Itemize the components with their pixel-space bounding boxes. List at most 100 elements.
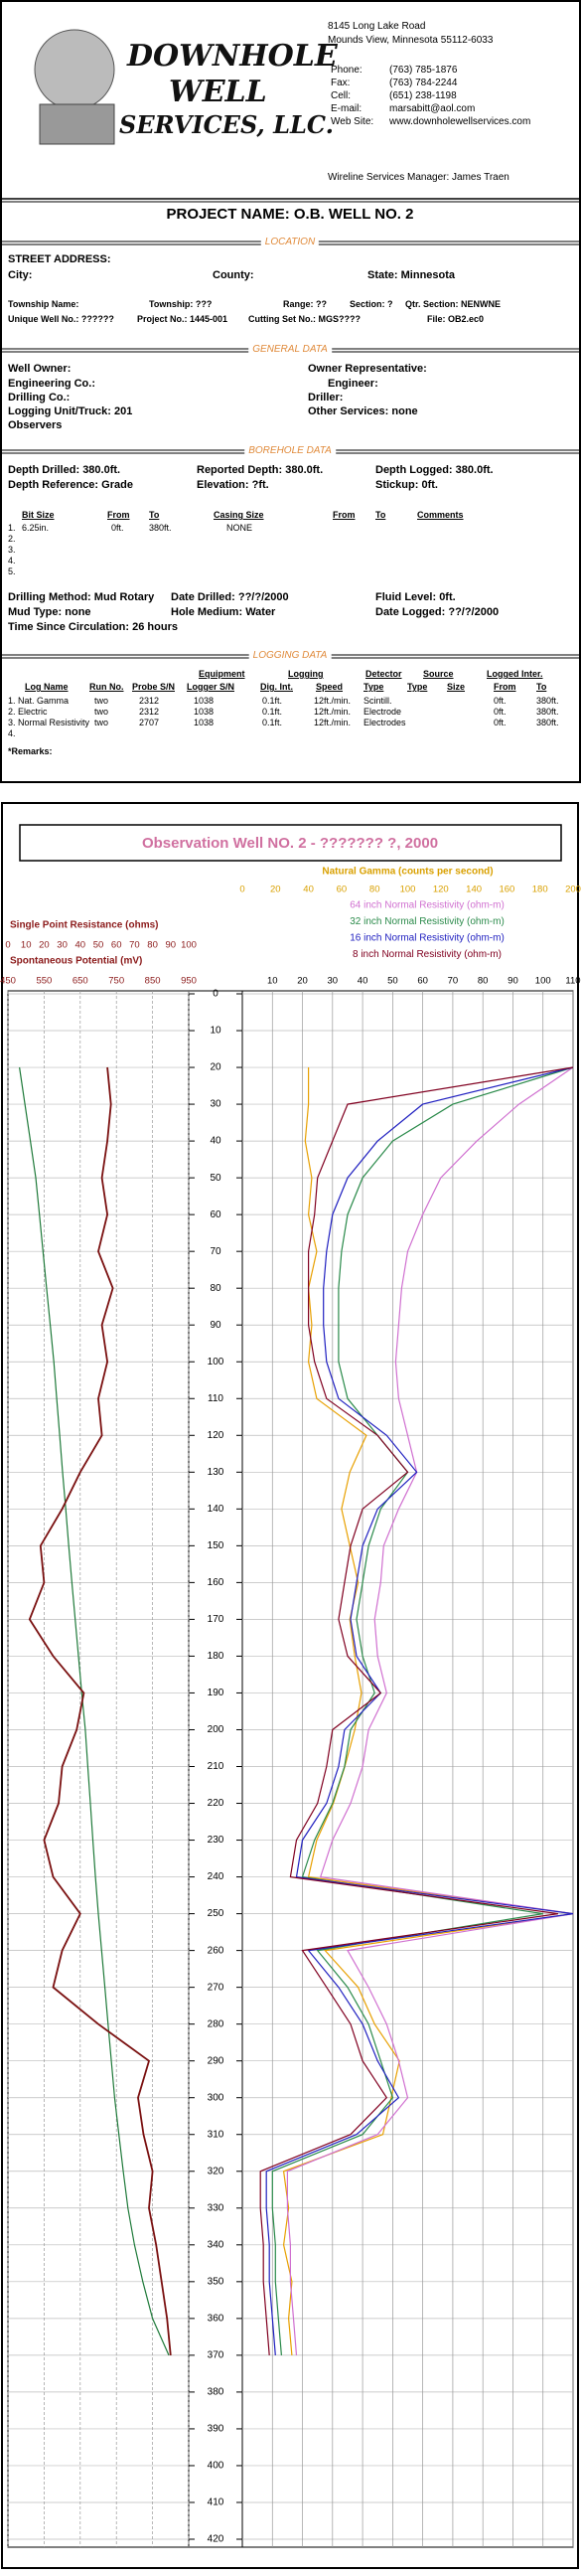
address: Mounds View, Minnesota 55112-6033 <box>328 35 494 46</box>
depth-label: 400 <box>208 2461 224 2472</box>
field: Township: ??? <box>149 300 212 309</box>
column-header: To <box>149 510 160 520</box>
field-value: Grade <box>101 479 133 491</box>
depth-label: 310 <box>208 2129 224 2140</box>
legend-entry: 16 inch Normal Resistivity (ohm-m) <box>350 933 505 944</box>
depth-label: 160 <box>208 1577 224 1588</box>
depth-label: 40 <box>210 1136 221 1147</box>
depth-label: 140 <box>208 1504 224 1515</box>
depth-label: 0 <box>213 989 218 1000</box>
column-header: Size <box>447 682 466 692</box>
manager: Wireline Services Manager: James Traen <box>328 172 509 183</box>
contact-label: Cell: <box>331 90 352 101</box>
field-value: ?? <box>316 299 328 309</box>
depth-label: 380 <box>208 2387 224 2398</box>
field-value: none <box>65 606 91 618</box>
table-cell: 0.1ft. <box>262 696 283 706</box>
title-box <box>19 824 562 862</box>
group-header: Detector <box>365 669 402 679</box>
field-label: State: <box>367 269 398 281</box>
depth-label: 70 <box>210 1246 221 1257</box>
field: Elevation: ?ft. <box>197 480 269 491</box>
field-value: 380.0ft. <box>285 464 324 476</box>
axis-tick-label: 120 <box>433 885 449 895</box>
field: Well Owner: <box>8 363 72 375</box>
header: DOWNHOLE WELL SERVICES, LLC. 8145 Long Lake… <box>0 0 581 795</box>
field: Engineer: <box>328 378 378 390</box>
table-cell: 0ft. <box>494 696 507 706</box>
field: Reported Depth: 380.0ft. <box>197 465 323 476</box>
logo-text: WELL <box>169 75 267 109</box>
axis-tick-label: 180 <box>532 885 548 895</box>
group-header: Logging <box>288 669 324 679</box>
column-header: To <box>536 682 547 692</box>
table-cell: 4. <box>8 556 16 565</box>
field: Qtr. Section: NENWNE <box>405 300 501 309</box>
axis-tick-label: 100 <box>400 885 416 895</box>
table-cell: 2. Electric <box>8 707 48 717</box>
field-label: Unique Well No.: <box>8 314 79 324</box>
depth-label: 100 <box>208 1357 224 1368</box>
field: File: OB2.ec0 <box>427 315 484 324</box>
logo-text: DOWNHOLE <box>127 39 338 74</box>
field-label: File: <box>427 314 446 324</box>
log-curve <box>259 1066 574 2355</box>
depth-label: 110 <box>208 1393 223 1404</box>
field: State: Minnesota <box>367 270 455 281</box>
axis-tick-label: 30 <box>57 940 68 951</box>
table-cell: 0ft. <box>494 718 507 727</box>
column-header: Log Name <box>25 682 69 692</box>
field: Hole Medium: Water <box>171 607 275 618</box>
axis-tick-label: 50 <box>93 940 104 951</box>
field-value: Mud Rotary <box>93 591 155 603</box>
axis-tick-label: 10 <box>267 976 278 987</box>
axis-tick-label: 60 <box>111 940 122 951</box>
axis-tick-label: 160 <box>499 885 514 895</box>
depth-label: 280 <box>208 2018 224 2029</box>
field: Engineering Co.: <box>8 378 95 390</box>
field: City: <box>8 269 33 281</box>
depth-label: 210 <box>208 1761 224 1772</box>
field: Township Name: <box>8 299 79 309</box>
table-cell: 1038 <box>194 718 215 727</box>
table-cell: 1. <box>8 523 16 533</box>
table-cell: 12ft./min. <box>314 718 352 727</box>
table-cell: Electrode <box>363 707 402 717</box>
contact-value: (651) 238-1198 <box>389 90 457 101</box>
field: Fluid Level: 0ft. <box>375 592 456 603</box>
column-header: Type <box>407 682 428 692</box>
field: Logging Unit/Truck: 201 <box>8 406 132 417</box>
depth-label: 50 <box>210 1173 221 1184</box>
table-cell: 12ft./min. <box>314 696 352 706</box>
field-label: Date Logged: <box>375 606 446 618</box>
depth-label: 240 <box>208 1871 224 1882</box>
field-label: Cutting Set No.: <box>248 314 316 324</box>
field-value: ?????? <box>80 314 114 324</box>
axis-tick-label: 110 <box>565 976 580 987</box>
axis-tick-label: 950 <box>181 976 197 987</box>
field-label: Stickup: <box>375 479 419 491</box>
log-curve <box>265 1066 574 2355</box>
field-value: ??/?/2000 <box>237 591 289 603</box>
field-value: 380.0ft. <box>455 464 494 476</box>
field-value: 1445-001 <box>190 314 228 324</box>
axis-tick-label: 90 <box>166 940 177 951</box>
legend-entry: 32 inch Normal Resistivity (ohm-m) <box>350 916 505 927</box>
axis-label: Natural Gamma (counts per second) <box>322 867 493 878</box>
axis-tick-label: 70 <box>448 976 459 987</box>
depth-label: 290 <box>208 2055 224 2066</box>
axis-tick-label: 30 <box>328 976 339 987</box>
section-heading: GENERAL DATA <box>248 345 332 355</box>
depth-label: 420 <box>208 2534 224 2545</box>
field-value: 0ft. <box>439 591 456 603</box>
field-value: 0ft. <box>421 479 438 491</box>
axis-tick-label: 100 <box>181 940 197 951</box>
field: Unique Well No.: ?????? <box>8 315 114 324</box>
table-cell: 12ft./min. <box>314 707 352 717</box>
field: Depth Logged: 380.0ft. <box>375 465 494 476</box>
axis-tick-label: 200 <box>565 885 581 895</box>
field-value: 201 <box>113 405 133 417</box>
field-value: O.B. WELL NO. 2 <box>293 206 414 223</box>
field: Other Services: none <box>308 406 418 417</box>
